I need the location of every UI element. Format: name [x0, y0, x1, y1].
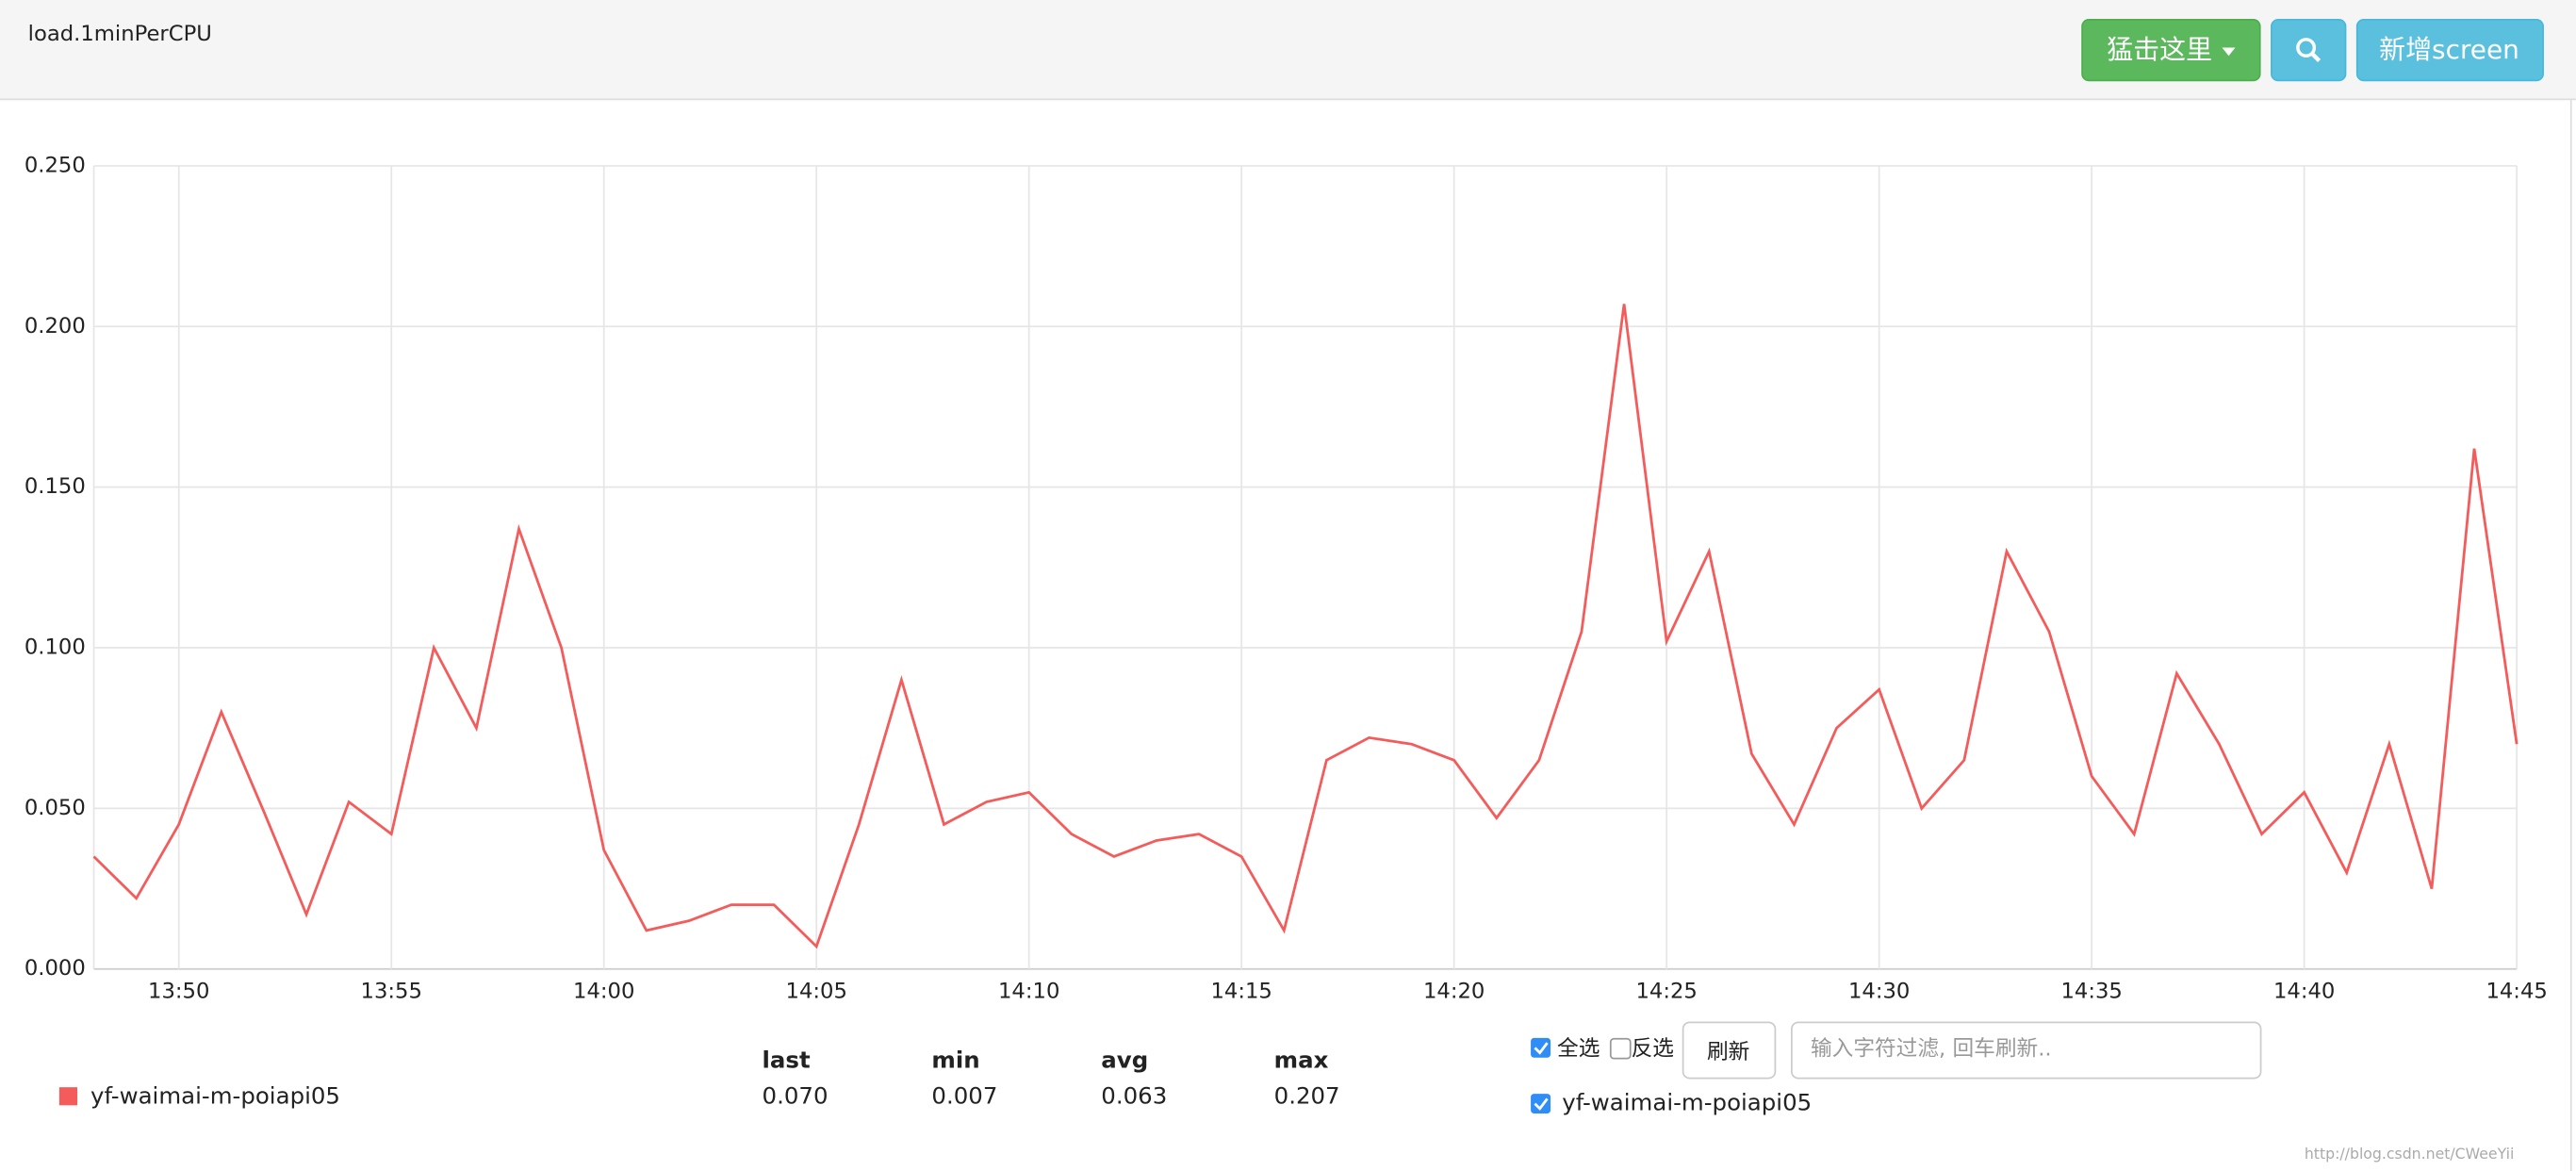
- x-tick-label: 14:20: [1423, 980, 1485, 1004]
- y-tick-label: 0.050: [25, 796, 86, 820]
- x-tick-label: 13:50: [148, 980, 209, 1004]
- y-tick-label: 0.150: [25, 474, 86, 499]
- select-all-checkbox[interactable]: [1531, 1037, 1551, 1058]
- x-tick-label: 14:05: [786, 980, 847, 1004]
- checkmark: [1534, 1042, 1549, 1055]
- select-all-label[interactable]: 全选: [1557, 1037, 1600, 1062]
- invert-checkbox[interactable]: [1609, 1037, 1632, 1060]
- legend-swatch: [58, 1087, 78, 1106]
- summary-value: 0.207: [1274, 1082, 1340, 1110]
- controls: 全选 反选 刷新 输入字符过滤, 回车刷新.. yf-waimai-m-poia…: [1531, 1021, 2262, 1116]
- search-button[interactable]: [2271, 19, 2347, 82]
- x-tick-label: 14:30: [1848, 980, 1910, 1004]
- x-tick-label: 14:00: [573, 980, 634, 1004]
- x-tick-label: 14:25: [1635, 980, 1697, 1004]
- series-checkbox[interactable]: [1531, 1094, 1551, 1114]
- caret: [2222, 47, 2236, 57]
- search-button-bg[interactable]: [2271, 19, 2347, 82]
- legend: yf-waimai-m-poiapi05 last 0.070 min 0.007 avg…: [58, 1046, 1340, 1110]
- y-tick-label: 0.250: [25, 153, 86, 177]
- series-checkbox-label[interactable]: yf-waimai-m-poiapi05: [1562, 1089, 1812, 1116]
- watermark: http://blog.csdn.net/CWeeYii: [2305, 1145, 2515, 1163]
- panel-title: load.1minPerCPU: [28, 22, 212, 46]
- menu-button[interactable]: 猛击这里: [2081, 19, 2261, 82]
- plot: 0.000 0.050 0.100 0.150 0.200 0.250 13:50 13:55…: [25, 153, 2548, 1003]
- x-tick-label: 14:45: [2486, 980, 2547, 1004]
- search-icon: [2296, 38, 2317, 58]
- y-tick-label: 0.100: [25, 635, 86, 660]
- summary-value: 0.063: [1101, 1082, 1167, 1110]
- summary-header: max: [1274, 1046, 1329, 1073]
- x-tick-label: 14:40: [2273, 980, 2335, 1004]
- x-tick-label: 14:15: [1210, 980, 1272, 1004]
- add-screen-button[interactable]: 新增screen: [2355, 19, 2544, 82]
- x-tick-label: 14:10: [998, 980, 1059, 1004]
- summary-header: last: [763, 1046, 811, 1073]
- summary-value: 0.007: [931, 1082, 997, 1110]
- invert-label[interactable]: 反选: [1632, 1037, 1674, 1062]
- menu-button-label[interactable]: 猛击这里: [2107, 34, 2212, 65]
- summary-header: min: [931, 1046, 979, 1073]
- legend-label: yf-waimai-m-poiapi05: [90, 1082, 340, 1110]
- refresh-label[interactable]: 刷新: [1707, 1040, 1749, 1064]
- y-tick-label: 0.000: [25, 956, 86, 981]
- summary-header: avg: [1101, 1046, 1148, 1073]
- add-screen-bg[interactable]: [2355, 19, 2544, 82]
- search-icon-handle: [2311, 52, 2322, 62]
- y-tick-label: 0.200: [25, 314, 86, 338]
- filter-input[interactable]: [1791, 1021, 2262, 1080]
- menu-button-bg[interactable]: [2081, 19, 2261, 82]
- summary-value: 0.070: [763, 1082, 829, 1110]
- series-line: [92, 304, 2519, 949]
- checkmark: [1534, 1097, 1549, 1111]
- add-screen-label[interactable]: 新增screen: [2379, 34, 2519, 65]
- x-tick-label: 13:55: [361, 980, 422, 1004]
- filter-placeholder[interactable]: 输入字符过滤, 回车刷新..: [1811, 1037, 2052, 1062]
- x-tick-label: 14:35: [2060, 980, 2122, 1004]
- refresh-button[interactable]: [1682, 1021, 1777, 1080]
